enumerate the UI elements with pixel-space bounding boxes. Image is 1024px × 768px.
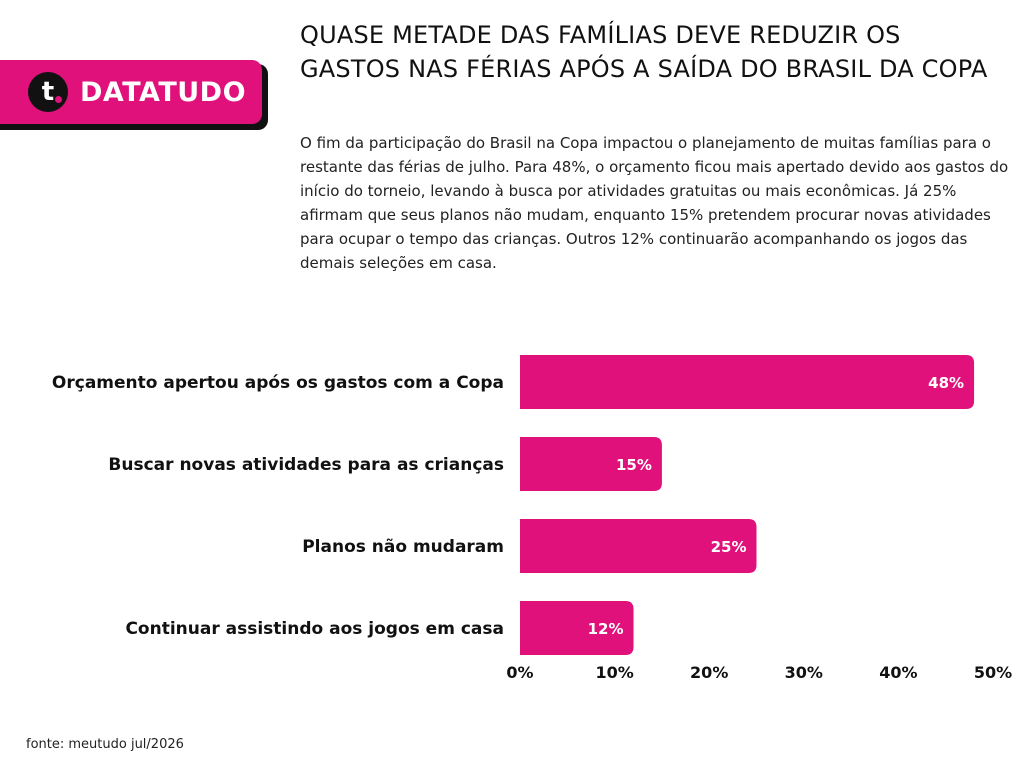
bar — [520, 519, 757, 573]
logo-dot — [55, 96, 62, 103]
value-label: 48% — [928, 374, 964, 392]
bar — [520, 437, 662, 491]
bar — [520, 355, 975, 409]
brand-logo: t DATATUDO — [0, 60, 262, 124]
x-tick-label: 0% — [506, 663, 533, 682]
category-label: Buscar novas atividades para as crianças — [108, 455, 504, 475]
value-label: 25% — [711, 538, 747, 556]
bar-chart: Orçamento apertou após os gastos com a C… — [52, 355, 1012, 682]
category-label: Orçamento apertou após os gastos com a C… — [52, 373, 504, 393]
value-label: 12% — [588, 620, 624, 638]
x-tick-label: 50% — [974, 663, 1012, 682]
brand-name: DATATUDO — [80, 76, 247, 108]
page-title: QUASE METADE DAS FAMÍLIAS DEVE REDUZIR O… — [300, 21, 988, 83]
category-label: Planos não mudaram — [302, 537, 504, 557]
x-tick-label: 40% — [879, 663, 917, 682]
x-tick-label: 30% — [785, 663, 823, 682]
page-subtitle: O fim da participação do Brasil na Copa … — [300, 134, 1009, 272]
logo-t-icon: t — [28, 72, 68, 112]
logo-letter: t — [41, 77, 55, 107]
value-label: 15% — [616, 456, 652, 474]
x-tick-label: 10% — [595, 663, 633, 682]
bar — [520, 601, 634, 655]
source-note: fonte: meutudo jul/2026 — [26, 737, 184, 752]
x-tick-label: 20% — [690, 663, 728, 682]
category-label: Continuar assistindo aos jogos em casa — [125, 619, 504, 639]
